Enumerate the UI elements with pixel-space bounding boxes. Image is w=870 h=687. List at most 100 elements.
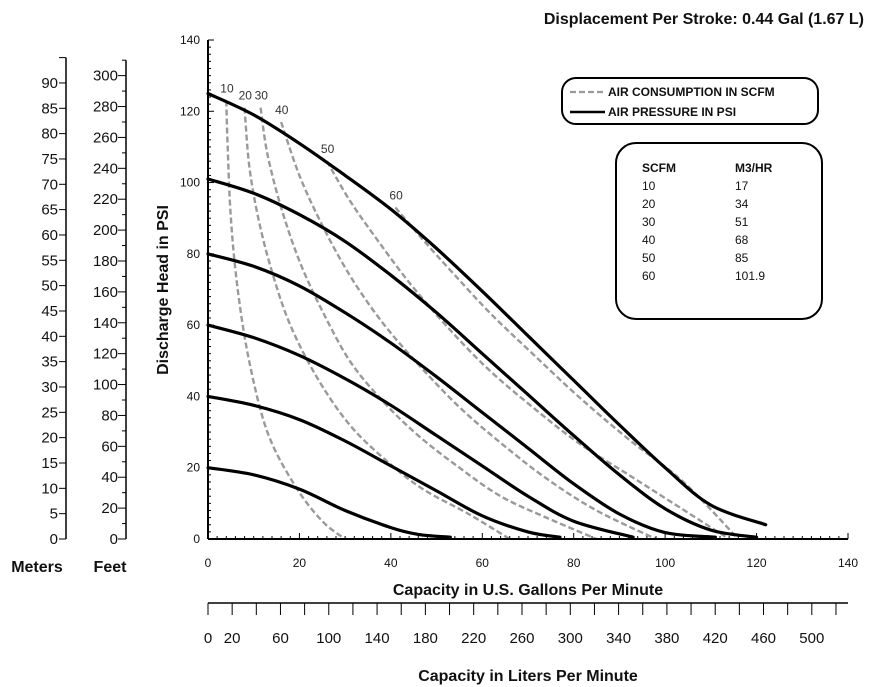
liters-tick-label: 460 xyxy=(751,630,776,647)
meters-tick-label: 90 xyxy=(41,75,58,92)
feet-tick-label: 260 xyxy=(93,129,118,146)
feet-tick-label: 100 xyxy=(93,377,118,394)
feet-tick-label: 240 xyxy=(93,160,118,177)
air-consumption-label-10: 10 xyxy=(220,82,234,96)
air-pressure-curve-6 xyxy=(206,466,452,539)
x-tick-label: 20 xyxy=(293,556,307,570)
liters-tick-label: 140 xyxy=(365,630,390,647)
table-cell-scfm: 20 xyxy=(642,197,656,211)
secondary-x-axis-title: Capacity in Liters Per Minute xyxy=(418,668,638,685)
meters-tick-label: 60 xyxy=(41,227,58,244)
air-consumption-curve-30 xyxy=(259,107,598,541)
y-tick-label: 80 xyxy=(187,247,201,261)
feet-tick-label: 60 xyxy=(101,438,118,455)
secondary-axes: 0 20 60 100 140 180 220 260 300 340 380 420 460 50002… xyxy=(41,57,848,647)
air-consumption-label-40: 40 xyxy=(275,103,289,117)
feet-tick-label: 140 xyxy=(93,315,118,332)
meters-tick-label: 30 xyxy=(41,379,58,396)
liters-tick-label: 260 xyxy=(509,630,534,647)
feet-tick-label: 200 xyxy=(93,222,118,239)
air-consumption-label-30: 30 xyxy=(255,89,269,103)
liters-tick-label: 500 xyxy=(799,630,824,647)
table-cell-scfm: 10 xyxy=(642,179,656,193)
y-tick-label: 0 xyxy=(193,532,200,546)
y-tick-label: 60 xyxy=(187,318,201,332)
table-header-m3hr: M3/HR xyxy=(735,161,773,175)
y-tick-label: 120 xyxy=(180,104,200,118)
feet-tick-label: 120 xyxy=(93,346,118,363)
meters-tick-label: 35 xyxy=(41,354,58,371)
table-header-scfm: SCFM xyxy=(642,161,676,175)
air-pressure-curve-3 xyxy=(206,252,717,539)
y-tick-label: 20 xyxy=(187,461,201,475)
table-cell-scfm: 60 xyxy=(642,269,656,283)
conversion-table: SCFM M3/HR 10 17 20 34 30 51 40 68 50 85 60 101.9 xyxy=(615,142,823,320)
liters-tick-label: 380 xyxy=(654,630,679,647)
feet-tick-label: 20 xyxy=(101,500,118,517)
y-axis-title: Discharge Head in PSI xyxy=(155,205,172,375)
meters-tick-label: 55 xyxy=(41,252,58,269)
y-tick-label: 140 xyxy=(180,33,200,47)
meters-tick-label: 75 xyxy=(41,151,58,168)
feet-axis-title: Feet xyxy=(94,559,128,576)
table-cell-scfm: 30 xyxy=(642,215,656,229)
table-cell-m3hr: 85 xyxy=(735,251,749,265)
liters-tick-label: 340 xyxy=(606,630,631,647)
y-tick-label: 100 xyxy=(180,176,200,190)
legend: AIR CONSUMPTION IN SCFM AIR PRESSURE IN … xyxy=(561,77,819,125)
feet-tick-label: 220 xyxy=(93,191,118,208)
air-consumption-curve-10 xyxy=(225,100,346,540)
air-pressure-curve-1 xyxy=(206,91,768,527)
feet-tick-label: 0 xyxy=(110,531,118,548)
air-consumption-curve-50 xyxy=(325,160,730,541)
feet-tick-label: 180 xyxy=(93,253,118,270)
chart-title: Displacement Per Stroke: 0.44 Gal (1.67 … xyxy=(544,11,864,28)
air-pressure-curve-2 xyxy=(206,177,759,539)
meters-axis-title: Meters xyxy=(11,559,63,576)
y-tick-label: 40 xyxy=(187,389,201,403)
x-tick-label: 40 xyxy=(384,556,398,570)
feet-tick-label: 160 xyxy=(93,284,118,301)
meters-tick-label: 70 xyxy=(41,176,58,193)
table-cell-m3hr: 51 xyxy=(735,215,749,229)
table-cell-scfm: 50 xyxy=(642,251,656,265)
meters-tick-label: 15 xyxy=(41,455,58,472)
feet-tick-label: 280 xyxy=(93,99,118,116)
x-tick-label: 0 xyxy=(205,556,212,570)
liters-tick-label: 220 xyxy=(461,630,486,647)
meters-tick-label: 5 xyxy=(50,506,58,523)
plot-axes: 0 20 40 60 80 100 120 140 0 20 40 60 80 100 120 140 xyxy=(180,33,858,570)
table-rows: 10 17 20 34 30 51 40 68 50 85 60 101.9 xyxy=(642,179,765,283)
x-axis-title: Capacity in U.S. Gallons Per Minute xyxy=(393,582,663,599)
meters-tick-label: 85 xyxy=(41,100,58,117)
meters-tick-label: 25 xyxy=(41,404,58,421)
liters-tick-label: 300 xyxy=(558,630,583,647)
meters-tick-label: 45 xyxy=(41,303,58,320)
x-tick-label: 140 xyxy=(838,556,858,570)
meters-tick-label: 80 xyxy=(41,126,58,143)
air-consumption-curve-20 xyxy=(243,107,511,541)
table-cell-m3hr: 68 xyxy=(735,233,749,247)
table-cell-scfm: 40 xyxy=(642,233,656,247)
meters-tick-label: 65 xyxy=(41,202,58,219)
air-pressure-curve-4 xyxy=(206,323,635,539)
air-pressure-curve-5 xyxy=(206,394,562,539)
feet-tick-label: 300 xyxy=(93,68,118,85)
air-consumption-label-50: 50 xyxy=(321,142,335,156)
table-cell-m3hr: 17 xyxy=(735,179,749,193)
conversion-table-box xyxy=(615,142,823,320)
liters-tick-label: 180 xyxy=(413,630,438,647)
liters-tick-label: 20 xyxy=(224,630,241,647)
feet-tick-label: 40 xyxy=(101,469,118,486)
air-consumption-curve-60 xyxy=(394,206,740,540)
meters-tick-label: 50 xyxy=(41,278,58,295)
liters-tick-label: 60 xyxy=(272,630,289,647)
air-consumption-label-60: 60 xyxy=(389,189,403,203)
air-consumption-label-20: 20 xyxy=(239,89,253,103)
liters-tick-label: 100 xyxy=(316,630,341,647)
x-tick-label: 60 xyxy=(476,556,490,570)
meters-tick-label: 10 xyxy=(41,480,58,497)
meters-tick-label: 20 xyxy=(41,430,58,447)
